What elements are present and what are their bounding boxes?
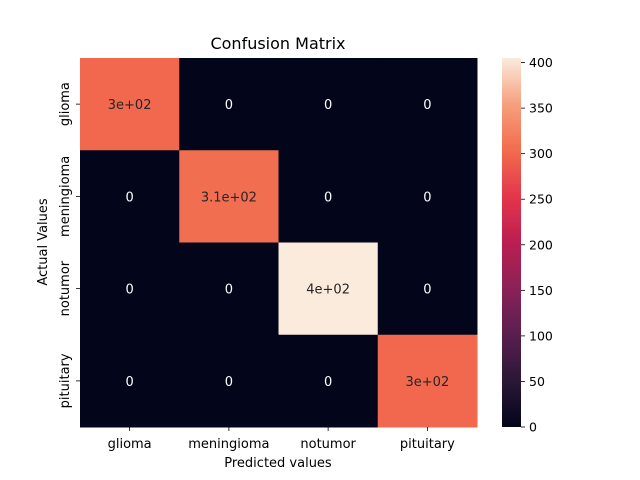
heatmap-cell <box>80 242 180 336</box>
x-tick-label: glioma <box>108 437 152 452</box>
chart-title: Confusion Matrix <box>210 34 345 53</box>
cell-value-label: 0 <box>225 283 233 298</box>
colorbar-tick-label: 250 <box>529 192 553 207</box>
colorbar-tick-label: 400 <box>529 55 553 70</box>
y-axis-ticks: glioma meningioma notumor pituitary <box>58 82 80 408</box>
heatmap-cell <box>80 58 180 151</box>
colorbar-tick-label: 50 <box>529 374 545 389</box>
y-tick-label: meningioma <box>58 156 73 237</box>
x-tick-label: pituitary <box>400 437 455 452</box>
heatmap-cell <box>278 334 379 428</box>
cell-value-label: 0 <box>324 190 332 205</box>
cell-value-label: 0 <box>125 375 133 390</box>
heatmap-cell <box>278 150 379 243</box>
heatmap-cell <box>377 242 478 336</box>
y-tick-label: notumor <box>58 260 73 316</box>
heatmap-cell <box>278 58 379 151</box>
cell-value-label: 0 <box>423 190 431 205</box>
x-tick-label: meningioma <box>188 437 269 452</box>
colorbar-tick-label: 150 <box>529 283 553 298</box>
cell-value-label: 0 <box>423 283 431 298</box>
x-axis-title: Predicted values <box>224 456 332 471</box>
x-tick-label: notumor <box>300 437 356 452</box>
heatmap-cell <box>179 334 279 428</box>
y-tick-label: glioma <box>58 82 73 126</box>
heatmap-cell <box>80 334 180 428</box>
heatmap-cell <box>179 242 279 336</box>
cell-value-label: 0 <box>125 283 133 298</box>
cell-value-label: 0 <box>423 98 431 113</box>
y-tick-label: pituitary <box>58 353 73 408</box>
heatmap-cell <box>179 150 279 243</box>
colorbar-ticks: 0 50 100 150 200 250 300 350 400 <box>521 55 553 435</box>
colorbar-tick-label: 200 <box>529 237 553 252</box>
colorbar-gradient <box>502 58 521 427</box>
cell-value-label: 0 <box>324 375 332 390</box>
colorbar-tick-label: 350 <box>529 101 553 116</box>
heatmap-cell <box>80 150 180 243</box>
heatmap-cell <box>377 150 478 243</box>
cell-value-label: 3e+02 <box>108 98 152 113</box>
colorbar-tick-label: 300 <box>529 146 553 161</box>
cell-value-label: 3e+02 <box>406 375 450 390</box>
heatmap-cell <box>377 334 478 428</box>
heatmap-cell <box>377 58 478 151</box>
colorbar <box>502 58 521 427</box>
cell-value-label: 0 <box>225 375 233 390</box>
heatmap-cell <box>179 58 279 151</box>
x-axis-ticks: glioma meningioma notumor pituitary <box>108 427 455 452</box>
cell-value-label: 0 <box>225 98 233 113</box>
colorbar-tick-label: 100 <box>529 328 553 343</box>
cell-value-label: 0 <box>324 98 332 113</box>
y-axis-title: Actual Values <box>36 198 51 286</box>
heatmap-cell <box>278 242 379 336</box>
colorbar-tick-label: 0 <box>529 420 537 435</box>
cell-value-label: 3.1e+02 <box>201 190 257 205</box>
cell-value-label: 0 <box>125 190 133 205</box>
heatmap-cells: 3e+02 0 0 0 0 3.1e+02 0 0 0 0 4e+02 0 0 0 0 3e+02 <box>80 58 478 428</box>
cell-value-label: 4e+02 <box>306 283 350 298</box>
